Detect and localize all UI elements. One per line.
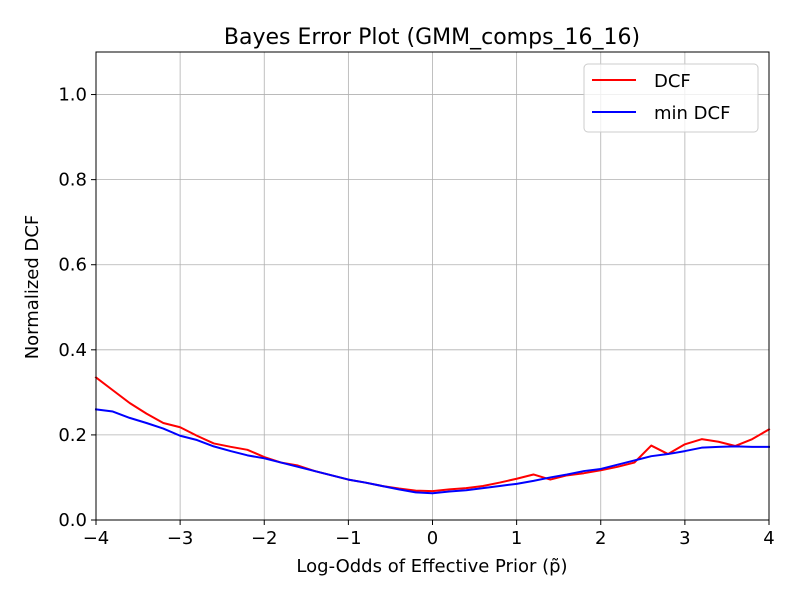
series-line-min-dcf: [94, 408, 770, 495]
y-tick-label: 1.0: [58, 85, 87, 106]
x-axis-label: Log-Odds of Effective Prior (p̃): [296, 556, 567, 577]
x-tick-label: 1: [511, 528, 522, 549]
x-tick-label: −2: [251, 528, 278, 549]
chart-title: Bayes Error Plot (GMM_comps_16_16): [224, 25, 640, 50]
y-tick-label: 0.2: [58, 425, 87, 446]
x-tick-label: 2: [595, 528, 606, 549]
x-tick-label: −3: [167, 528, 194, 549]
ticks: −4 −3 −2 −1 0 1 2 3 4 0.0 0.2 0.4 0.6 0.8 1.0: [58, 85, 774, 549]
y-tick-label: 0.4: [58, 340, 87, 361]
x-tick-label: −4: [83, 528, 110, 549]
y-tick-label: 0.6: [58, 255, 87, 276]
series-layer: [94, 376, 771, 495]
x-tick-label: 3: [679, 528, 690, 549]
legend: DCF min DCF: [583, 63, 759, 133]
y-tick-label: 0.8: [58, 170, 87, 191]
x-tick-label: 0: [427, 528, 438, 549]
series-line-dcf: [94, 376, 771, 493]
x-tick-label: −1: [335, 528, 362, 549]
legend-label-dcf: DCF: [654, 71, 691, 92]
legend-label-min-dcf: min DCF: [654, 103, 730, 124]
x-tick-label: 4: [763, 528, 774, 549]
y-tick-label: 0.0: [58, 510, 87, 531]
y-axis-label: Normalized DCF: [22, 215, 43, 360]
